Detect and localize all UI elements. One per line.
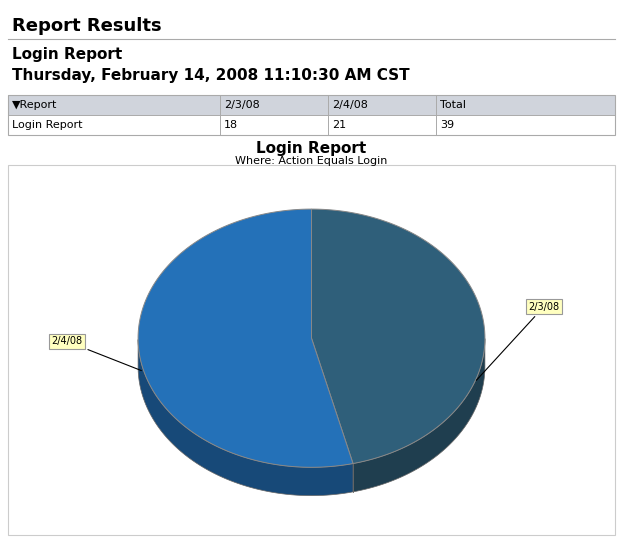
- Text: 2/3/08: 2/3/08: [224, 100, 260, 110]
- Text: ▼Report: ▼Report: [12, 100, 57, 110]
- Text: 21: 21: [332, 120, 346, 130]
- Bar: [8, 95, 615, 135]
- Bar: [8, 95, 615, 115]
- Polygon shape: [138, 209, 353, 467]
- Text: 39: 39: [440, 120, 454, 130]
- Text: Report Results: Report Results: [12, 17, 161, 35]
- Text: Where: Action Equals Login: Where: Action Equals Login: [235, 156, 387, 166]
- Text: Login Report: Login Report: [12, 120, 82, 130]
- Polygon shape: [312, 209, 485, 464]
- Text: 2/4/08: 2/4/08: [51, 336, 141, 371]
- Polygon shape: [353, 338, 485, 492]
- Text: Thursday, February 14, 2008 11:10:30 AM CST: Thursday, February 14, 2008 11:10:30 AM …: [12, 68, 410, 83]
- Bar: [8, 165, 615, 535]
- Text: 18: 18: [224, 120, 238, 130]
- Text: Total: Total: [440, 100, 466, 110]
- Polygon shape: [138, 340, 353, 496]
- Text: Login Report: Login Report: [256, 141, 366, 156]
- Text: 2/4/08: 2/4/08: [332, 100, 368, 110]
- Text: Login Report: Login Report: [12, 47, 122, 62]
- Text: 2/3/08: 2/3/08: [477, 302, 559, 381]
- Bar: [8, 115, 615, 135]
